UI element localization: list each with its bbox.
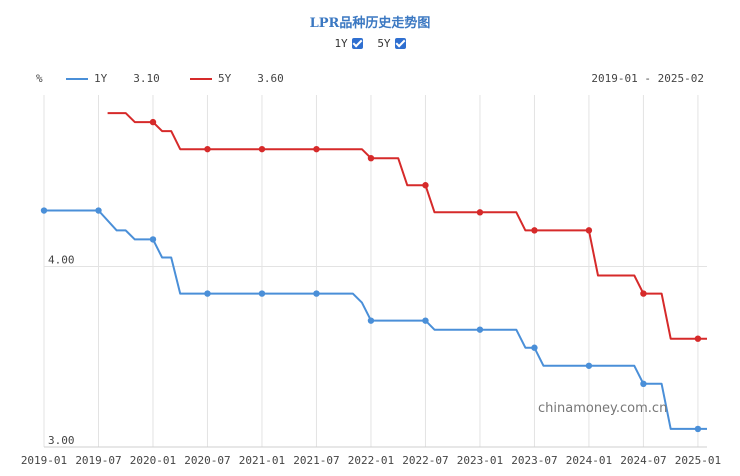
x-tick-label-0: 2019-01: [21, 454, 67, 467]
legend-value-5y: 3.60: [257, 72, 284, 85]
chart-title: LPR品种历史走势图: [309, 16, 431, 31]
data-point-5y-14: [422, 182, 429, 189]
legend-value-1y: 3.10: [133, 72, 160, 85]
date-range: 2019-01 - 2025-02: [591, 72, 704, 85]
legend: % 1Y 3.10 5Y 3.60 2019-01 - 2025-02: [0, 72, 740, 88]
data-point-5y-23: [640, 290, 647, 297]
data-point-5y-26: [694, 335, 702, 342]
checkbox-5y-icon[interactable]: [394, 38, 406, 49]
data-point-1y-27: [694, 425, 702, 433]
data-point-1y-9: [204, 290, 211, 297]
y-tick-label-0: 4.00: [48, 253, 75, 266]
data-point-1y-14: [367, 317, 375, 324]
data-point-5y-7: [204, 145, 211, 153]
unit-label: %: [36, 72, 43, 85]
checkbox-1y-icon[interactable]: [351, 38, 363, 49]
legend-name-1y: 1Y: [94, 72, 108, 85]
data-point-5y-8: [258, 145, 266, 153]
x-tick-label-9: 2023-07: [511, 454, 557, 467]
data-point-5y-9: [313, 145, 320, 153]
legend-item-5y[interactable]: 5Y 3.60: [190, 72, 284, 85]
y-tick-label-1: 3.00: [48, 434, 75, 447]
x-tick-label-2: 2020-01: [130, 454, 176, 467]
x-tick-label-7: 2022-07: [402, 454, 448, 467]
watermark: chinamoney.com.cn: [538, 401, 668, 416]
data-point-1y-1: [95, 207, 102, 214]
legend-item-1y[interactable]: 1Y 3.10: [66, 72, 160, 85]
x-tick-label-11: 2024-07: [620, 454, 666, 467]
toggle-5y-label: 5Y: [377, 37, 391, 50]
series-toggles: 1Y 5Y: [0, 37, 740, 50]
data-point-5y-20: [585, 227, 593, 234]
x-tick-label-5: 2021-07: [293, 454, 339, 467]
data-point-1y-17: [476, 326, 484, 333]
data-point-5y-11: [367, 154, 375, 162]
data-point-1y-20: [531, 344, 538, 351]
data-point-1y-22: [585, 362, 593, 369]
x-tick-label-12: 2025-01: [675, 454, 721, 467]
x-tick-label-8: 2023-01: [457, 454, 503, 467]
data-point-1y-10: [258, 290, 266, 297]
toggle-1y[interactable]: 1Y: [334, 37, 363, 50]
toggle-1y-label: 1Y: [334, 37, 348, 50]
data-point-1y-24: [640, 380, 647, 388]
legend-name-5y: 5Y: [218, 72, 232, 85]
x-tick-label-4: 2021-01: [239, 454, 285, 467]
x-tick-label-3: 2020-07: [184, 454, 230, 467]
data-point-1y-0: [40, 207, 48, 214]
legend-swatch-1y: [66, 77, 88, 80]
x-tick-label-10: 2024-01: [566, 454, 612, 467]
x-tick-label-1: 2019-07: [75, 454, 121, 467]
data-point-5y-19: [531, 227, 538, 234]
data-point-5y-3: [149, 118, 157, 126]
legend-swatch-5y: [190, 77, 212, 80]
toggle-5y[interactable]: 5Y: [377, 37, 406, 50]
data-point-5y-16: [476, 209, 484, 216]
data-point-1y-5: [149, 236, 157, 243]
series-line-1y: [44, 209, 707, 430]
series-line-5y: [107, 112, 707, 340]
data-point-1y-11: [313, 290, 320, 297]
data-point-1y-15: [422, 317, 429, 324]
x-tick-label-6: 2022-01: [348, 454, 394, 467]
